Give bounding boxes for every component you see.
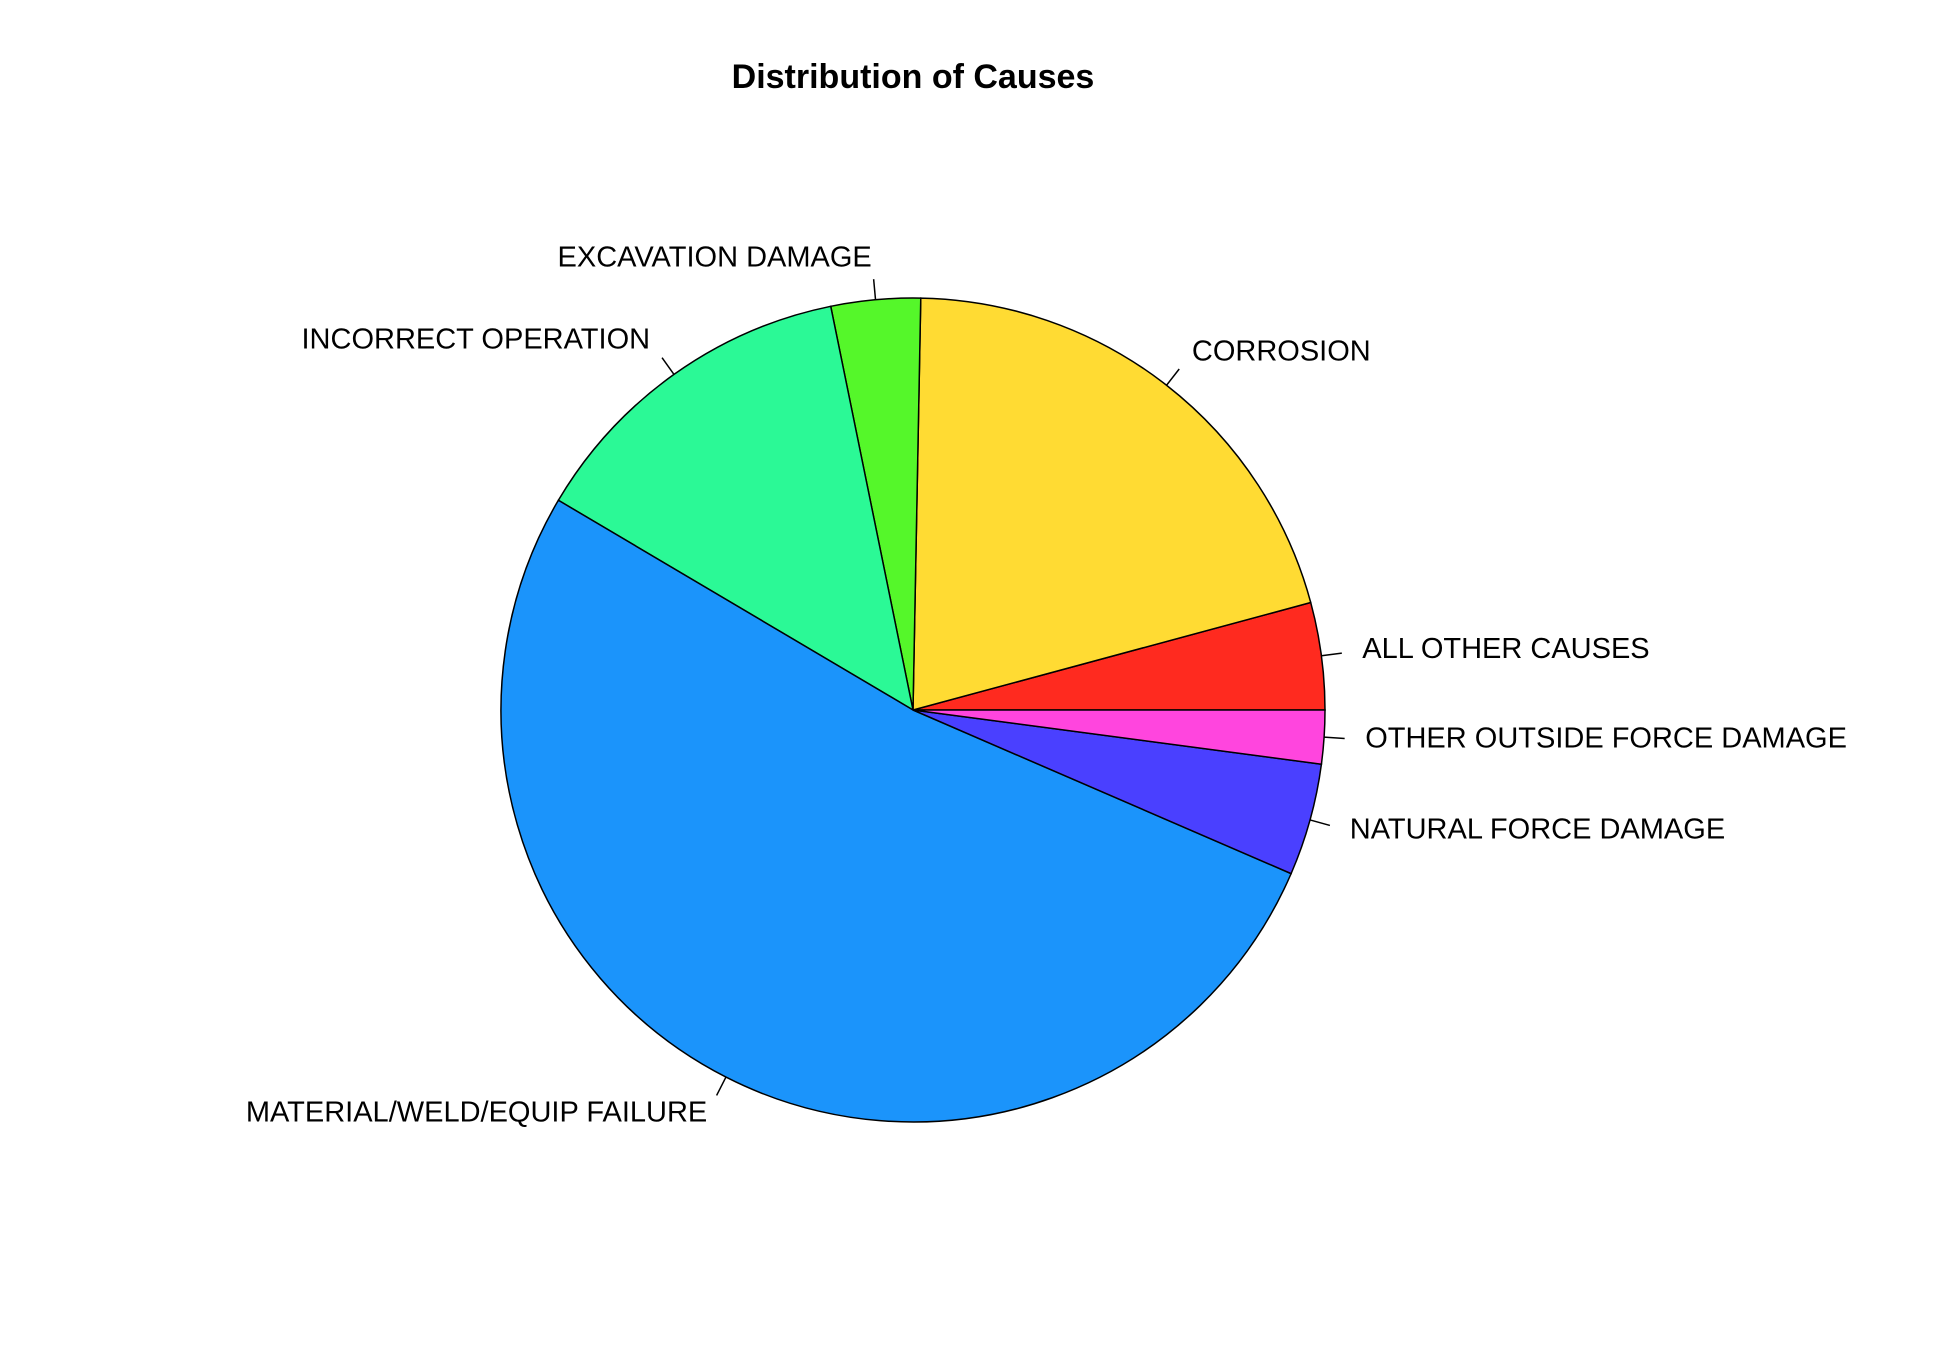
- slice-incorrect-operation: [557, 305, 915, 712]
- label-material-weld-equip-failure: MATERIAL/WELD/EQUIP FAILURE: [246, 1096, 707, 1128]
- leader-line-natural-force-damage: [1309, 819, 1331, 827]
- leader-line-all-other-causes: [1321, 652, 1342, 657]
- leader-line-other-outside-force-damage: [1324, 736, 1345, 740]
- label-incorrect-operation: INCORRECT OPERATION: [302, 324, 651, 356]
- leader-line-material-weld-equip-failure: [715, 1076, 727, 1096]
- slice-labels: ALL OTHER CAUSES CORROSION EXCAVATION DAMA…: [246, 241, 1847, 1128]
- label-natural-force-damage: NATURAL FORCE DAMAGE: [1350, 814, 1725, 846]
- label-corrosion: CORROSION: [1192, 335, 1371, 367]
- leader-line-excavation-damage: [872, 279, 877, 300]
- label-excavation-damage: EXCAVATION DAMAGE: [558, 241, 872, 273]
- pie-slices: [500, 297, 1326, 1123]
- label-leader-lines: [661, 279, 1345, 1096]
- label-all-other-causes: ALL OTHER CAUSES: [1362, 633, 1649, 665]
- leader-line-incorrect-operation: [661, 357, 675, 375]
- leader-line-corrosion: [1165, 368, 1180, 386]
- label-other-outside-force-damage: OTHER OUTSIDE FORCE DAMAGE: [1365, 723, 1847, 755]
- chart-title: Distribution of Causes: [732, 58, 1095, 96]
